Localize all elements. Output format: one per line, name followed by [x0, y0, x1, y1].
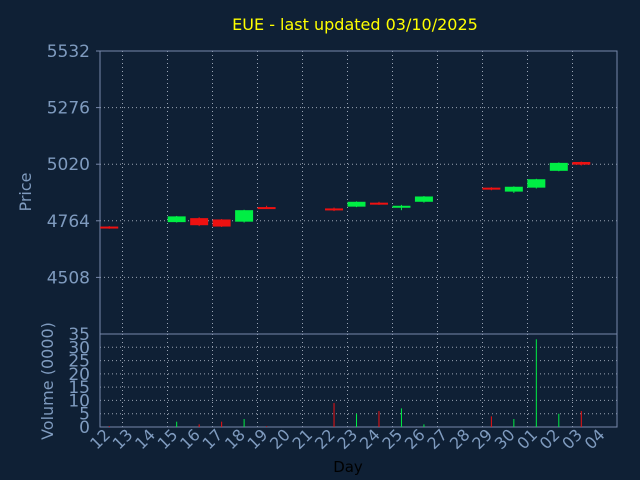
candle-body — [527, 179, 546, 188]
volume-tick-label: 30 — [68, 338, 90, 358]
volume-tick-label: 15 — [68, 378, 90, 398]
price-tick-label: 5020 — [47, 155, 90, 175]
candle-body — [572, 161, 591, 165]
x-axis-label: Day — [333, 458, 363, 476]
price-tick-label: 4764 — [47, 212, 90, 232]
volume-tick-label: 35 — [68, 325, 90, 345]
volume-tick-label: 5 — [79, 405, 90, 425]
volume-tick-label: 25 — [68, 352, 90, 372]
candle-body — [369, 202, 388, 205]
volume-tick-label: 10 — [68, 391, 90, 411]
candle-body — [190, 218, 209, 226]
candle-body — [257, 207, 276, 210]
candle-body — [235, 210, 254, 222]
candle-body — [167, 216, 186, 223]
chart-title: EUE - last updated 03/10/2025 — [232, 15, 478, 34]
candle-body — [212, 219, 231, 227]
volume-axis-label: Volume (0000) — [38, 322, 57, 440]
candle-body — [549, 162, 568, 171]
candle-body — [347, 201, 366, 207]
candle-body — [100, 226, 119, 229]
volume-panel-frame — [99, 333, 618, 428]
candle-body — [504, 186, 523, 192]
candle-body — [392, 205, 411, 208]
price-tick-label: 5276 — [47, 99, 90, 119]
price-axis-label: Price — [16, 172, 35, 211]
volume-tick-label: 20 — [68, 365, 90, 385]
volume-tick-label: 0 — [79, 418, 90, 438]
price-tick-label: 5532 — [47, 42, 90, 62]
price-tick-label: 4508 — [47, 268, 90, 288]
candle-body — [482, 187, 501, 190]
candle-body — [325, 208, 344, 211]
candle-body — [414, 196, 433, 202]
